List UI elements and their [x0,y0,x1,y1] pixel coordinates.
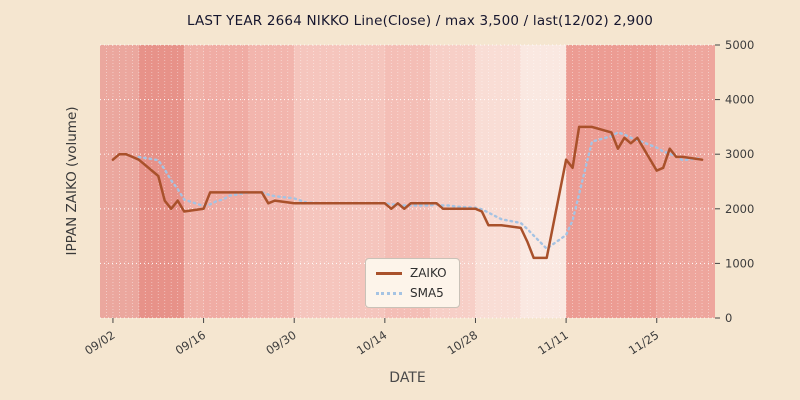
x-tick-label: 10/28 [445,328,480,358]
x-tick-label: 09/16 [173,328,208,358]
background-band [184,45,204,318]
sma5-line [137,131,704,251]
y-tick-label: 5000 [725,38,754,52]
legend-item-zaiko: ZAIKO [376,266,447,280]
sma5-line-sample [376,291,402,295]
background-band [100,45,139,318]
y-tick-label: 1000 [725,256,754,270]
x-tick-label: 10/14 [354,328,389,358]
legend: ZAIKO SMA5 [365,258,460,308]
x-axis-label: DATE [389,370,426,386]
background-band [520,45,567,318]
x-tick-label: 09/30 [263,328,298,358]
legend-item-sma5: SMA5 [376,286,447,300]
chart-title: LAST YEAR 2664 NIKKO Line(Close) / max 3… [186,13,654,29]
background-band [566,45,657,318]
x-tick-label: 09/02 [82,328,117,358]
zaiko-line [111,125,704,260]
y-tick-label: 3000 [725,147,754,161]
background-band [475,45,521,318]
background-band [138,45,185,318]
zaiko-line-sample [376,271,402,275]
y-tick-label: 4000 [725,93,754,107]
legend-label-zaiko: ZAIKO [410,266,447,280]
y-tick-label: 0 [725,311,732,325]
legend-label-sma5: SMA5 [410,286,444,300]
background-band [203,45,249,318]
background-band [248,45,295,318]
background-band [656,45,715,318]
x-tick-label: 11/11 [535,328,570,358]
x-tick-label: 11/25 [626,328,661,358]
y-tick-label: 2000 [725,202,754,216]
